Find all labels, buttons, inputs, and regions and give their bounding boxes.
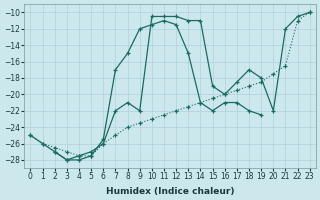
X-axis label: Humidex (Indice chaleur): Humidex (Indice chaleur)	[106, 187, 234, 196]
